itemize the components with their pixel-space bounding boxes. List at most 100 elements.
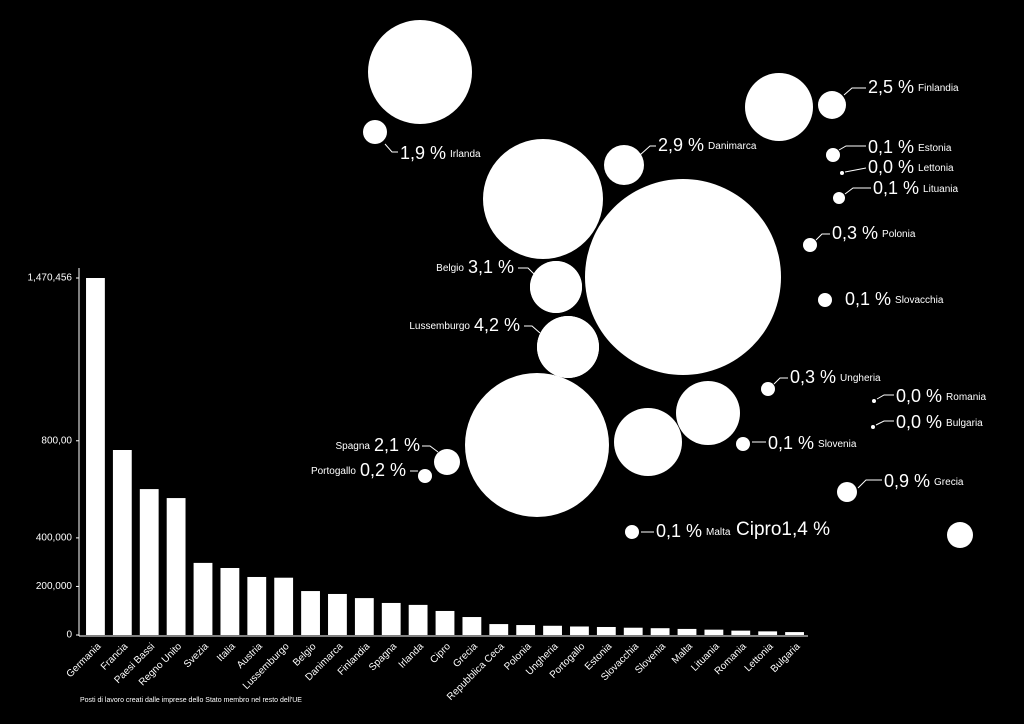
bubble: [604, 145, 644, 185]
bubble-label: 0,0 % Romania: [896, 386, 986, 406]
bar: [86, 278, 105, 635]
bubble: [761, 382, 775, 396]
bar: [489, 624, 509, 635]
country: Lituania: [923, 184, 958, 195]
percent: 0,3 %: [790, 367, 836, 387]
leader-line: [524, 325, 541, 334]
bar: [785, 632, 804, 635]
bubble-label: 0,9 % Grecia: [884, 471, 964, 491]
y-tick-label: 1,470,456: [28, 273, 73, 284]
bubble: [483, 139, 603, 259]
leader-line: [843, 87, 866, 96]
percent: 1,9 %: [400, 143, 446, 163]
bubble: [736, 437, 750, 451]
bubble-label: 0,1 % Slovenia: [768, 433, 857, 453]
bar: [596, 626, 616, 635]
bar: [543, 625, 562, 635]
leader-line: [876, 394, 894, 400]
x-tick-label: Svezia: [182, 641, 211, 670]
footnote: Posti di lavoro creati dalle imprese del…: [80, 697, 302, 704]
bubble: [614, 408, 682, 476]
x-tick-label: Spagna: [367, 641, 399, 673]
country: Grecia: [934, 477, 964, 488]
percent: 0,3 %: [832, 223, 878, 243]
country: Spagna: [335, 441, 370, 452]
bar: [354, 598, 374, 635]
country: Belgio: [436, 263, 464, 274]
country: Ungheria: [840, 373, 881, 384]
x-tick-label: Irlanda: [397, 641, 427, 671]
bar: [381, 602, 401, 635]
percent: 3,1 %: [468, 257, 514, 277]
bubble: [818, 91, 846, 119]
bubble: [745, 73, 813, 141]
bubble: [418, 469, 432, 483]
leader-line: [773, 377, 788, 385]
bubble-label: 2,5 % Finlandia: [868, 77, 959, 97]
bubble: [872, 399, 876, 403]
leader-line: [384, 143, 398, 153]
bubble-label: Lussemburgo 4,2 %: [409, 315, 520, 335]
leader-line: [875, 420, 894, 426]
bubble-label: 0,1 % Lituania: [873, 178, 958, 198]
leader-line: [518, 267, 536, 276]
percent: 0,9 %: [884, 471, 930, 491]
x-tick-label: Italia: [215, 641, 238, 664]
bar: [677, 628, 697, 635]
percent: 0,1 %: [845, 289, 891, 309]
bar: [301, 591, 320, 635]
percent: 2,9 %: [658, 135, 704, 155]
country: Irlanda: [450, 149, 481, 160]
bubble: [530, 261, 582, 313]
bar: [328, 593, 347, 635]
bubble-label: 0,1 % Malta: [656, 521, 731, 541]
bar: [570, 626, 589, 635]
bar: [623, 627, 643, 635]
bar: [112, 450, 132, 635]
bubble: [826, 148, 840, 162]
percent: 4,2 %: [474, 315, 520, 335]
country: Estonia: [918, 143, 952, 154]
bubble: [803, 238, 817, 252]
percent: 0,1 %: [656, 521, 702, 541]
bar: [758, 631, 778, 635]
bubble: [833, 192, 845, 204]
country: Finlandia: [918, 83, 959, 94]
bubble-label: 0,3 % Polonia: [832, 223, 916, 243]
percent: 2,1 %: [374, 435, 420, 455]
bubble: [625, 525, 639, 539]
percent: 1,4 %: [781, 519, 830, 540]
country: Bulgaria: [946, 418, 983, 429]
bar: [704, 629, 724, 635]
bubble-label: Spagna 2,1 %: [335, 435, 420, 455]
country: Lettonia: [918, 163, 954, 174]
bubble: [585, 179, 781, 375]
bubble-label: Belgio 3,1 %: [436, 257, 514, 277]
percent: 0,2 %: [360, 460, 406, 480]
percent: 0,1 %: [868, 137, 914, 157]
percent: 0,0 %: [896, 412, 942, 432]
bubble: [871, 425, 875, 429]
percent: 2,5 %: [868, 77, 914, 97]
bubble: [363, 120, 387, 144]
bubble-label: Cipro1,4 %: [736, 519, 830, 540]
bubble: [434, 449, 460, 475]
bar: [731, 630, 751, 635]
country: Portogallo: [311, 466, 356, 477]
bar: [193, 562, 213, 635]
bubble-label: Portogallo 0,2 %: [311, 460, 406, 480]
percent: 0,1 %: [873, 178, 919, 198]
bar: [516, 625, 536, 635]
bar: [462, 617, 482, 635]
y-tick-label: 200,000: [36, 581, 73, 592]
bubble: [840, 171, 844, 175]
bar: [650, 628, 670, 635]
bar: [408, 604, 428, 635]
country: Danimarca: [708, 141, 757, 152]
leader-line: [857, 479, 882, 489]
bubble: [947, 522, 973, 548]
bubble-label: 0,1 % Slovacchia: [845, 289, 944, 309]
bubble-label: 1,9 % Irlanda: [400, 143, 481, 163]
bubble: [537, 316, 599, 378]
